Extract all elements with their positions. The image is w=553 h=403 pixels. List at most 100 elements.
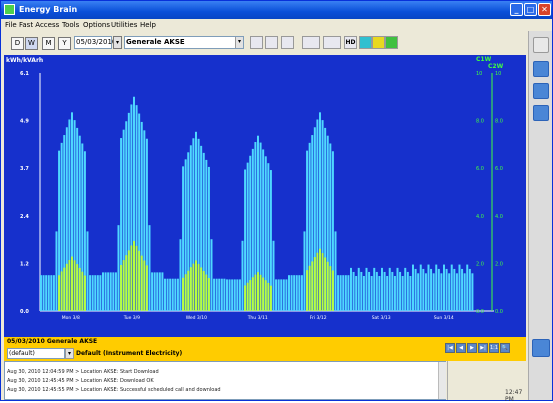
date-dropdown-button[interactable]: ▾ — [113, 36, 122, 49]
data-bar — [259, 142, 262, 311]
data-bar — [329, 143, 332, 311]
menu-fast-access[interactable]: Fast Access — [19, 21, 60, 29]
clock: 12:47 PM — [505, 389, 523, 403]
data-bar — [197, 138, 200, 311]
data-bar — [269, 170, 272, 311]
location-dropdown-icon[interactable]: ▾ — [235, 37, 243, 48]
y-tick-label: 1.2 — [20, 261, 29, 267]
data-bar-c1 — [189, 267, 192, 311]
data-bar — [293, 275, 296, 311]
data-bar-c1 — [60, 271, 63, 311]
data-bar — [238, 279, 241, 311]
event-log[interactable]: Aug 30, 2010 12:04:59 PM > Location AKSE… — [4, 361, 446, 400]
data-bar — [375, 271, 378, 311]
data-bar-c1 — [207, 278, 210, 311]
data-bar — [184, 159, 187, 311]
date-field[interactable]: 05/03/2010 — [74, 36, 116, 49]
data-bar-c1 — [65, 263, 68, 311]
y-tick-label: 3.7 — [20, 166, 29, 172]
data-bar — [262, 149, 265, 311]
data-bar — [52, 275, 55, 311]
bar-chart-icon[interactable] — [533, 37, 549, 53]
series-yellow-toggle[interactable] — [372, 36, 385, 49]
menu-file[interactable]: File — [5, 21, 17, 29]
data-bar — [280, 279, 283, 311]
series-cyan-toggle[interactable] — [359, 36, 372, 49]
data-bar — [200, 145, 203, 311]
menu-bar: File Fast Access Tools Options Utilities… — [1, 19, 552, 31]
data-bar — [386, 276, 389, 311]
menu-help[interactable]: Help — [140, 21, 156, 29]
data-bar — [218, 278, 221, 311]
data-bar-c1 — [267, 282, 270, 311]
data-bar — [303, 231, 306, 311]
period-day-button[interactable]: D — [11, 37, 24, 50]
data-bar — [290, 275, 293, 311]
nav-first-button[interactable]: |◀ — [445, 343, 455, 353]
minimize-button[interactable]: _ — [510, 3, 523, 16]
right-sidebar — [528, 31, 552, 400]
y-tick-label: 4.9 — [20, 119, 29, 125]
x-tick-label: Sun 3/14 — [434, 315, 454, 321]
data-bar — [231, 279, 234, 311]
data-bar — [60, 142, 63, 311]
forward-arrow-icon[interactable] — [532, 339, 550, 357]
period-month-button[interactable]: M — [42, 37, 55, 50]
c1-tick-label: 0.0 — [476, 309, 484, 315]
data-bar — [192, 138, 195, 311]
menu-utilities[interactable]: Utilities — [111, 21, 138, 29]
series-green-toggle[interactable] — [385, 36, 398, 49]
data-bar — [63, 135, 66, 311]
data-bar — [174, 278, 177, 311]
menu-tools[interactable]: Tools — [62, 21, 80, 29]
data-bar-c1 — [195, 260, 197, 311]
save-icon[interactable] — [533, 83, 549, 99]
log-scrollbar[interactable] — [438, 362, 446, 399]
data-bar — [99, 275, 102, 311]
close-button[interactable]: ✕ — [538, 3, 551, 16]
edit-icon[interactable] — [533, 105, 549, 121]
data-bar — [432, 273, 435, 311]
data-bar — [182, 166, 185, 311]
compare-icon[interactable] — [302, 36, 320, 49]
data-bar — [122, 129, 125, 311]
report-icon[interactable] — [533, 61, 549, 77]
zoom-icon[interactable]: 🔍 — [500, 343, 510, 353]
data-bar — [324, 127, 327, 311]
c1-tick-label: 4.0 — [476, 214, 484, 220]
data-bar — [393, 276, 396, 311]
zoom-reset-button[interactable]: 1:1 — [489, 343, 499, 353]
maximize-button[interactable]: □ — [524, 3, 537, 16]
data-bar — [461, 268, 464, 311]
period-year-button[interactable]: Y — [58, 37, 71, 50]
location-value: Generale AKSE — [126, 38, 185, 46]
location-select[interactable]: Generale AKSE — [124, 36, 244, 49]
series-dropdown-icon[interactable]: ▾ — [65, 348, 74, 359]
overlay-icon[interactable] — [323, 36, 341, 49]
x-tick-label: Fri 3/12 — [310, 315, 327, 321]
data-bar-c1 — [321, 253, 324, 311]
c2-tick-label: 6.0 — [495, 166, 503, 172]
data-bar — [412, 264, 414, 311]
nav-last-button[interactable]: ▶| — [478, 343, 488, 353]
nav-next-button[interactable]: ▶ — [467, 343, 477, 353]
nav-prev-button[interactable]: ◀ — [456, 343, 466, 353]
data-bar — [73, 120, 76, 311]
data-bar — [130, 104, 133, 311]
data-bar-c1 — [122, 260, 125, 311]
hd-button[interactable]: HD — [344, 36, 357, 49]
table-icon[interactable] — [281, 36, 294, 49]
data-bar — [362, 276, 365, 311]
data-bar — [344, 275, 347, 311]
export-icon[interactable] — [265, 36, 278, 49]
data-bar — [145, 138, 148, 311]
menu-options[interactable]: Options — [83, 21, 111, 29]
data-bar-c1 — [58, 275, 61, 311]
data-bar — [195, 131, 197, 311]
series-select[interactable]: (default) — [7, 348, 65, 359]
data-bar — [205, 159, 208, 311]
period-week-button[interactable]: W — [25, 37, 38, 50]
data-bar — [210, 239, 213, 311]
data-bar — [453, 268, 456, 311]
print-icon[interactable] — [250, 36, 263, 49]
